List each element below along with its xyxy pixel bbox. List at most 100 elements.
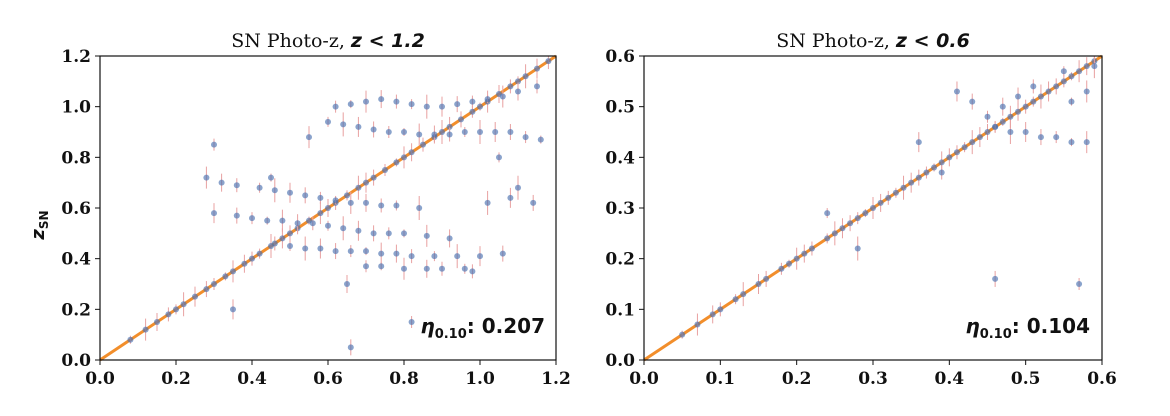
left-data-point xyxy=(423,232,430,239)
right-data-point xyxy=(831,230,838,237)
left-data-point xyxy=(332,248,339,255)
left-data-point xyxy=(306,134,312,141)
left-data-point xyxy=(230,306,236,313)
left-data-point xyxy=(370,230,377,237)
right-y-tick-label: 0.5 xyxy=(605,98,635,118)
left-data-point xyxy=(378,96,385,103)
left-data-point xyxy=(230,268,236,275)
right-data-point xyxy=(1053,134,1060,141)
right-annotation-sub: 0.10 xyxy=(980,327,1012,342)
right-data-point xyxy=(1091,63,1098,70)
left-data-point xyxy=(340,121,347,128)
left-data-point xyxy=(302,192,309,199)
left-data-point xyxy=(446,235,453,242)
left-data-point xyxy=(317,194,324,201)
right-data-point xyxy=(694,321,701,328)
right-annotation-value: : 0.104 xyxy=(1012,314,1090,338)
right-data-point xyxy=(984,113,991,120)
left-data-point xyxy=(416,131,423,138)
left-data-point xyxy=(416,205,423,211)
right-data-point xyxy=(969,139,976,146)
left-data-point xyxy=(378,263,385,270)
right-data-point xyxy=(870,205,876,211)
right-y-tick-label: 0.2 xyxy=(605,250,635,270)
right-data-point xyxy=(1015,108,1022,115)
right-data-point xyxy=(969,98,976,105)
right-data-point xyxy=(892,189,899,196)
right-data-point xyxy=(885,194,892,201)
left-data-point xyxy=(408,149,415,156)
left-data-point xyxy=(461,129,468,135)
right-y-tick-label: 0.0 xyxy=(605,351,635,371)
left-data-point xyxy=(454,253,461,260)
left-data-point xyxy=(401,154,407,161)
right-data-point xyxy=(1045,88,1052,95)
right-y-tick-label: 0.4 xyxy=(605,148,635,168)
left-x-tick-label: 0.6 xyxy=(313,369,343,389)
left-data-point xyxy=(534,65,540,72)
left-data-point xyxy=(431,131,438,138)
left-data-point xyxy=(287,243,293,249)
right-data-point xyxy=(1068,139,1075,146)
left-x-tick-label: 0.8 xyxy=(389,369,419,389)
right-data-point xyxy=(1022,129,1029,135)
left-data-point xyxy=(325,118,331,125)
right-data-point xyxy=(931,164,938,171)
right-data-point xyxy=(1037,134,1044,141)
left-data-point xyxy=(439,265,445,272)
left-y-tick-label: 1.2 xyxy=(61,47,91,67)
left-y-tick-label: 0.2 xyxy=(61,300,91,320)
right-data-point xyxy=(984,129,991,135)
left-data-point xyxy=(522,73,529,80)
left-chart-title: SN Photo-z, z < 1.2 xyxy=(231,30,425,52)
left-data-point xyxy=(439,129,445,135)
left-x-tick-label: 0.0 xyxy=(85,369,115,389)
left-data-point xyxy=(534,83,540,90)
right-data-point xyxy=(976,134,983,141)
right-data-point xyxy=(992,123,999,130)
left-data-point xyxy=(477,129,483,135)
left-data-point xyxy=(309,220,316,227)
right-data-point xyxy=(793,255,800,262)
left-data-point xyxy=(370,174,377,181)
left-data-point xyxy=(454,101,461,108)
left-data-point xyxy=(154,319,160,325)
left-data-point xyxy=(233,212,240,219)
left-data-point xyxy=(256,184,263,191)
right-data-point xyxy=(1076,281,1083,287)
right-data-point xyxy=(862,210,869,217)
left-data-point xyxy=(515,78,521,85)
right-data-point xyxy=(915,174,922,181)
right-x-tick-label: 0.5 xyxy=(1011,369,1041,389)
right-data-point xyxy=(717,306,724,313)
left-data-point xyxy=(355,184,362,191)
right-y-tick-label: 0.3 xyxy=(605,199,635,219)
left-data-point xyxy=(496,154,502,161)
right-data-point xyxy=(923,169,930,176)
left-data-point xyxy=(420,141,426,148)
left-data-point xyxy=(363,179,369,186)
left-data-point xyxy=(401,265,407,272)
left-chart: SN Photo-z, z < 1.2 zSN 0.0 0.2 0.4 0.6 0.8 1… xyxy=(28,30,571,389)
right-data-point xyxy=(1060,68,1067,75)
left-data-point xyxy=(279,217,286,224)
left-chart-y-axis: 0.0 0.2 0.4 0.6 0.8 1.0 1.2 xyxy=(61,47,100,371)
left-data-point xyxy=(127,336,134,343)
right-data-point xyxy=(778,265,785,272)
left-x-tick-label: 1.0 xyxy=(465,369,495,389)
right-x-tick-label: 0.4 xyxy=(935,369,965,389)
right-data-point xyxy=(961,144,968,151)
left-data-point xyxy=(211,281,217,287)
left-data-point xyxy=(439,103,445,110)
right-data-point xyxy=(1022,103,1029,110)
right-x-tick-label: 0.0 xyxy=(629,369,659,389)
left-data-point xyxy=(192,293,198,300)
left-data-point xyxy=(458,116,464,123)
left-data-point xyxy=(469,98,476,105)
right-data-point xyxy=(839,225,846,232)
right-data-point xyxy=(953,88,960,95)
right-data-point xyxy=(1083,139,1090,146)
left-y-tick-label: 0.4 xyxy=(61,250,91,270)
left-data-point xyxy=(325,205,331,211)
left-data-point xyxy=(393,159,400,166)
